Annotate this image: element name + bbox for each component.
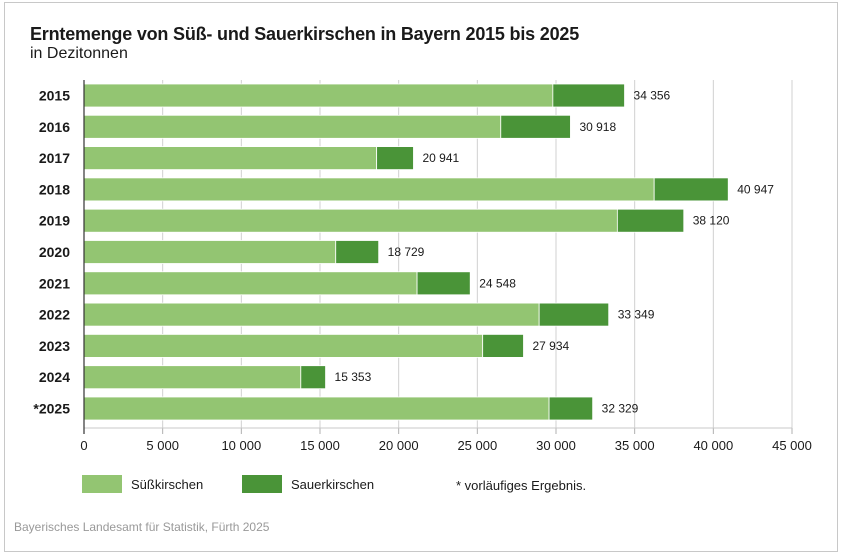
y-category-label: 2024 <box>39 369 70 385</box>
bar-sauerkirschen <box>482 333 524 358</box>
source-credit: Bayerisches Landesamt für Statistik, Für… <box>14 520 270 534</box>
y-category-label: *2025 <box>33 401 70 417</box>
bar-suesskirschen <box>83 177 655 202</box>
total-value-label: 20 941 <box>422 151 459 165</box>
bar-suesskirschen <box>83 146 378 171</box>
x-tick-label: 20 000 <box>379 438 419 453</box>
total-value-label: 38 120 <box>693 214 730 228</box>
total-value-label: 24 548 <box>479 276 516 290</box>
legend-label-sauerkirschen: Sauerkirschen <box>291 476 375 492</box>
bar-suesskirschen <box>83 271 418 296</box>
bar-sauerkirschen <box>376 146 414 171</box>
y-category-label: 2020 <box>39 244 70 260</box>
y-category-label: 2023 <box>39 338 70 354</box>
x-tick-label: 40 000 <box>693 438 733 453</box>
bar-sauerkirschen <box>538 302 610 327</box>
bar-sauerkirschen <box>300 365 326 390</box>
bar-sauerkirschen <box>416 271 471 296</box>
total-value-label: 40 947 <box>737 182 774 196</box>
footnote-preliminary: * vorläufiges Ergebnis. <box>456 478 587 493</box>
legend-item-sauerkirschen: Sauerkirschen <box>242 475 374 493</box>
bar-suesskirschen <box>83 240 337 264</box>
y-category-label: 2018 <box>39 181 70 197</box>
bar-suesskirschen <box>83 302 540 327</box>
legend-item-suesskirschen: Süßkirschen <box>82 475 203 493</box>
legend-label-suesskirschen: Süßkirschen <box>131 476 204 492</box>
x-tick-label: 15 000 <box>300 438 340 453</box>
bar-sauerkirschen <box>653 177 729 202</box>
chart-subtitle: in Dezitonnen <box>30 45 128 62</box>
y-category-label: 2015 <box>39 88 70 104</box>
x-tick-label: 5 000 <box>146 438 179 453</box>
x-tick-label: 10 000 <box>221 438 261 453</box>
x-tick-label: 25 000 <box>457 438 497 453</box>
total-value-label: 15 353 <box>335 370 372 384</box>
bar-sauerkirschen <box>548 396 594 421</box>
total-value-label: 34 356 <box>634 89 671 103</box>
total-value-label: 33 349 <box>618 308 655 322</box>
y-category-label: 2017 <box>39 150 70 166</box>
bar-sauerkirschen <box>616 208 685 233</box>
total-value-label: 30 918 <box>579 120 616 134</box>
total-value-label: 18 729 <box>388 245 425 259</box>
chart-title: Erntemenge von Süß- und Sauerkirschen in… <box>30 24 579 44</box>
bar-suesskirschen <box>83 365 302 390</box>
legend-swatch-suesskirschen <box>82 475 122 493</box>
bar-suesskirschen <box>83 208 618 233</box>
bar-suesskirschen <box>83 114 502 139</box>
x-tick-label: 30 000 <box>536 438 576 453</box>
x-tick-label: 0 <box>80 438 87 453</box>
bar-sauerkirschen <box>552 83 625 108</box>
y-category-label: 2016 <box>39 119 70 135</box>
bar-sauerkirschen <box>335 240 380 264</box>
y-category-label: 2022 <box>39 307 70 323</box>
x-tick-label: 35 000 <box>615 438 655 453</box>
total-value-label: 32 329 <box>602 402 639 416</box>
y-category-label: 2019 <box>39 213 70 229</box>
legend-swatch-sauerkirschen <box>242 475 282 493</box>
x-tick-label: 45 000 <box>772 438 812 453</box>
bar-suesskirschen <box>83 333 484 358</box>
total-value-label: 27 934 <box>532 339 569 353</box>
bar-suesskirschen <box>83 396 550 421</box>
bar-sauerkirschen <box>500 114 571 139</box>
bar-suesskirschen <box>83 83 554 108</box>
y-category-label: 2021 <box>39 275 70 291</box>
